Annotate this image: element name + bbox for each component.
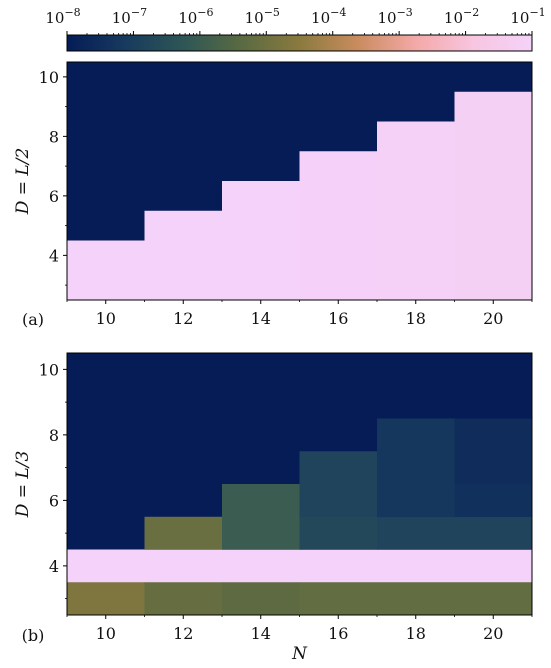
colorbar-tick-label: 10−6 [178,6,213,27]
heatmap-cell [67,240,145,301]
panel-a: 10 12 14 16 18 20 4 6 8 10 D = L/2 (a) [13,61,533,329]
heatmap-cell [67,549,533,583]
x-tick-label: 12 [173,624,193,643]
y-axis-label: D = L/3 [13,451,33,519]
heatmap-cell [377,121,455,301]
heatmap-cell [144,516,223,550]
colorbar-tick-label: 10−5 [245,6,280,27]
heatmap-cell [222,484,300,550]
colorbar-gradient [66,34,533,52]
colorbar-tick-label: 10−1 [510,6,545,27]
x-tick-label: 20 [483,309,503,328]
heatmap-cell [454,418,533,485]
y-tick-label: 4 [49,246,59,265]
x-tick-label: 16 [328,624,348,643]
heatmap-cell [377,418,455,518]
colorbar-tick-label: 10−3 [377,6,412,27]
heatmap-cell [377,516,455,550]
heatmap-cell [222,582,300,616]
x-tick-label: 20 [483,624,503,643]
y-axis-label: D = L/2 [13,148,33,216]
x-tick-label: 14 [251,309,271,328]
x-tick-label: 10 [96,624,116,643]
panel-label: (b) [22,626,45,645]
heatmap-cell [144,210,223,301]
panel-label: (a) [22,310,44,329]
colorbar-tick-label: 10−4 [311,6,346,27]
heatmap-cell [67,582,145,616]
y-tick-label: 8 [49,426,59,445]
colorbar-tick-label: 10−7 [112,6,147,27]
heatmap-cell [299,151,378,301]
y-tick-label: 10 [39,360,59,379]
y-tick-label: 4 [49,557,59,576]
heatmap-cell [299,582,533,616]
y-tick-label: 10 [39,68,59,87]
y-tick-label: 6 [49,491,59,510]
panel-b: 10 12 14 16 18 20 4 6 8 10 D = L/3 (b) N [13,352,533,664]
y-tick-label: 8 [49,127,59,146]
x-axis-label: N [291,644,308,664]
heatmap-cell [222,181,300,301]
x-tick-label: 14 [251,624,271,643]
heatmap-cell [299,451,378,518]
heatmap-cell [454,516,533,550]
colorbar-tick-label: 10−8 [45,6,80,27]
x-tick-label: 18 [406,309,426,328]
heatmap-cell [144,582,223,616]
heatmap-cell [454,91,533,301]
x-tick-label: 12 [173,309,193,328]
x-tick-label: 10 [96,309,116,328]
colorbar-tick-label: 10−2 [444,6,479,27]
heatmap-cell [299,516,378,550]
colorbar: 10−8 10−7 10−6 10−5 10−4 10−3 10−2 10−1 [45,6,546,52]
heatmap-cell [454,484,533,518]
x-tick-label: 18 [406,624,426,643]
x-tick-label: 16 [328,309,348,328]
y-tick-label: 6 [49,187,59,206]
